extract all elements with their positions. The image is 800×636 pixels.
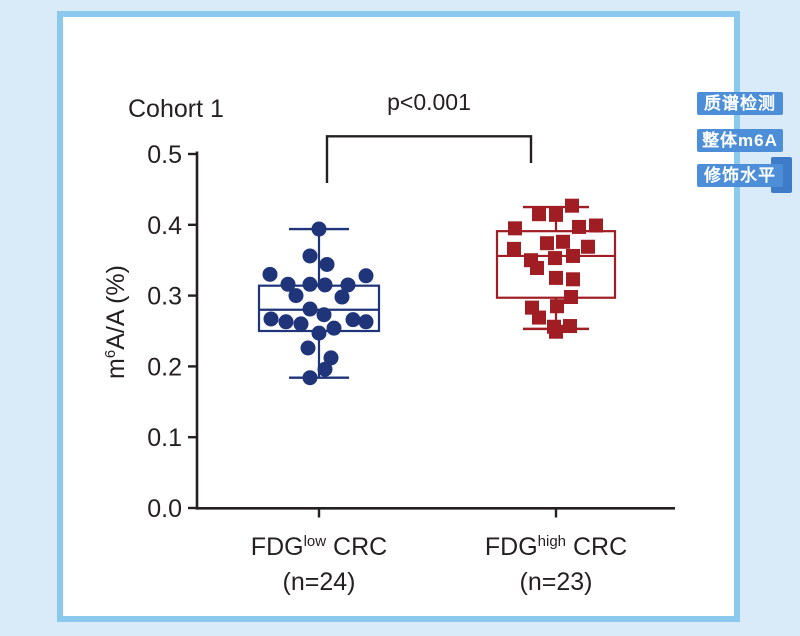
data-point [319,256,335,272]
group-label: FDGlow CRC [251,533,387,561]
data-point [334,289,350,305]
y-tick-label: 0.3 [147,283,182,311]
data-point [311,221,327,237]
data-point [300,340,316,356]
data-point [565,198,579,213]
data-point [550,299,564,314]
y-tick-label: 0.1 [147,424,182,452]
y-tick-label: 0.0 [147,495,182,523]
data-point [317,277,333,293]
annotation-badge-modification-level: 修饰水平 [697,164,783,187]
data-point [280,276,296,292]
y-tick-label: 0.4 [147,212,182,240]
data-point [508,221,522,236]
data-point [345,312,361,328]
data-point [564,290,578,305]
data-point [566,272,580,287]
data-point [317,361,333,377]
data-point [263,311,279,327]
box [495,230,617,299]
data-point [302,370,318,386]
data-point [302,301,318,317]
data-point [316,307,332,323]
data-point [358,314,374,330]
data-point [326,320,342,336]
data-point [530,260,544,275]
data-point [581,239,595,254]
data-point [563,319,577,334]
data-point [549,324,563,339]
y-tick-label: 0.5 [147,141,182,169]
group-n-label: (n=24) [283,568,356,596]
data-point [340,277,356,293]
data-point [589,218,603,233]
annotation-badge-mass-spec: 质谱检测 [697,92,783,115]
figure-frame [57,11,740,622]
data-point [556,234,570,249]
data-point [549,270,563,285]
data-point [302,276,318,292]
y-tick-label: 0.2 [147,353,182,381]
group-label: FDGhigh CRC [485,533,627,561]
data-point [262,266,278,282]
data-point [288,288,304,304]
significance-bracket [325,135,533,183]
data-point [311,325,327,341]
data-point [293,316,309,332]
group-n-label: (n=23) [520,568,593,596]
p-value-label: p<0.001 [387,89,471,115]
data-point [323,350,339,366]
data-point [278,314,294,330]
data-point [540,236,554,251]
cohort-label: Cohort 1 [128,95,224,123]
data-point [548,251,562,266]
data-point [549,207,563,222]
data-point [566,248,580,263]
data-point [358,268,374,284]
annotation-badge-overall-m6a: 整体m6A [697,129,783,152]
data-point [532,310,546,325]
y-axis-title: m6A/A (%) [102,265,130,379]
data-point [507,241,521,256]
data-point [572,219,586,234]
data-point [302,248,318,264]
data-point [532,207,546,222]
